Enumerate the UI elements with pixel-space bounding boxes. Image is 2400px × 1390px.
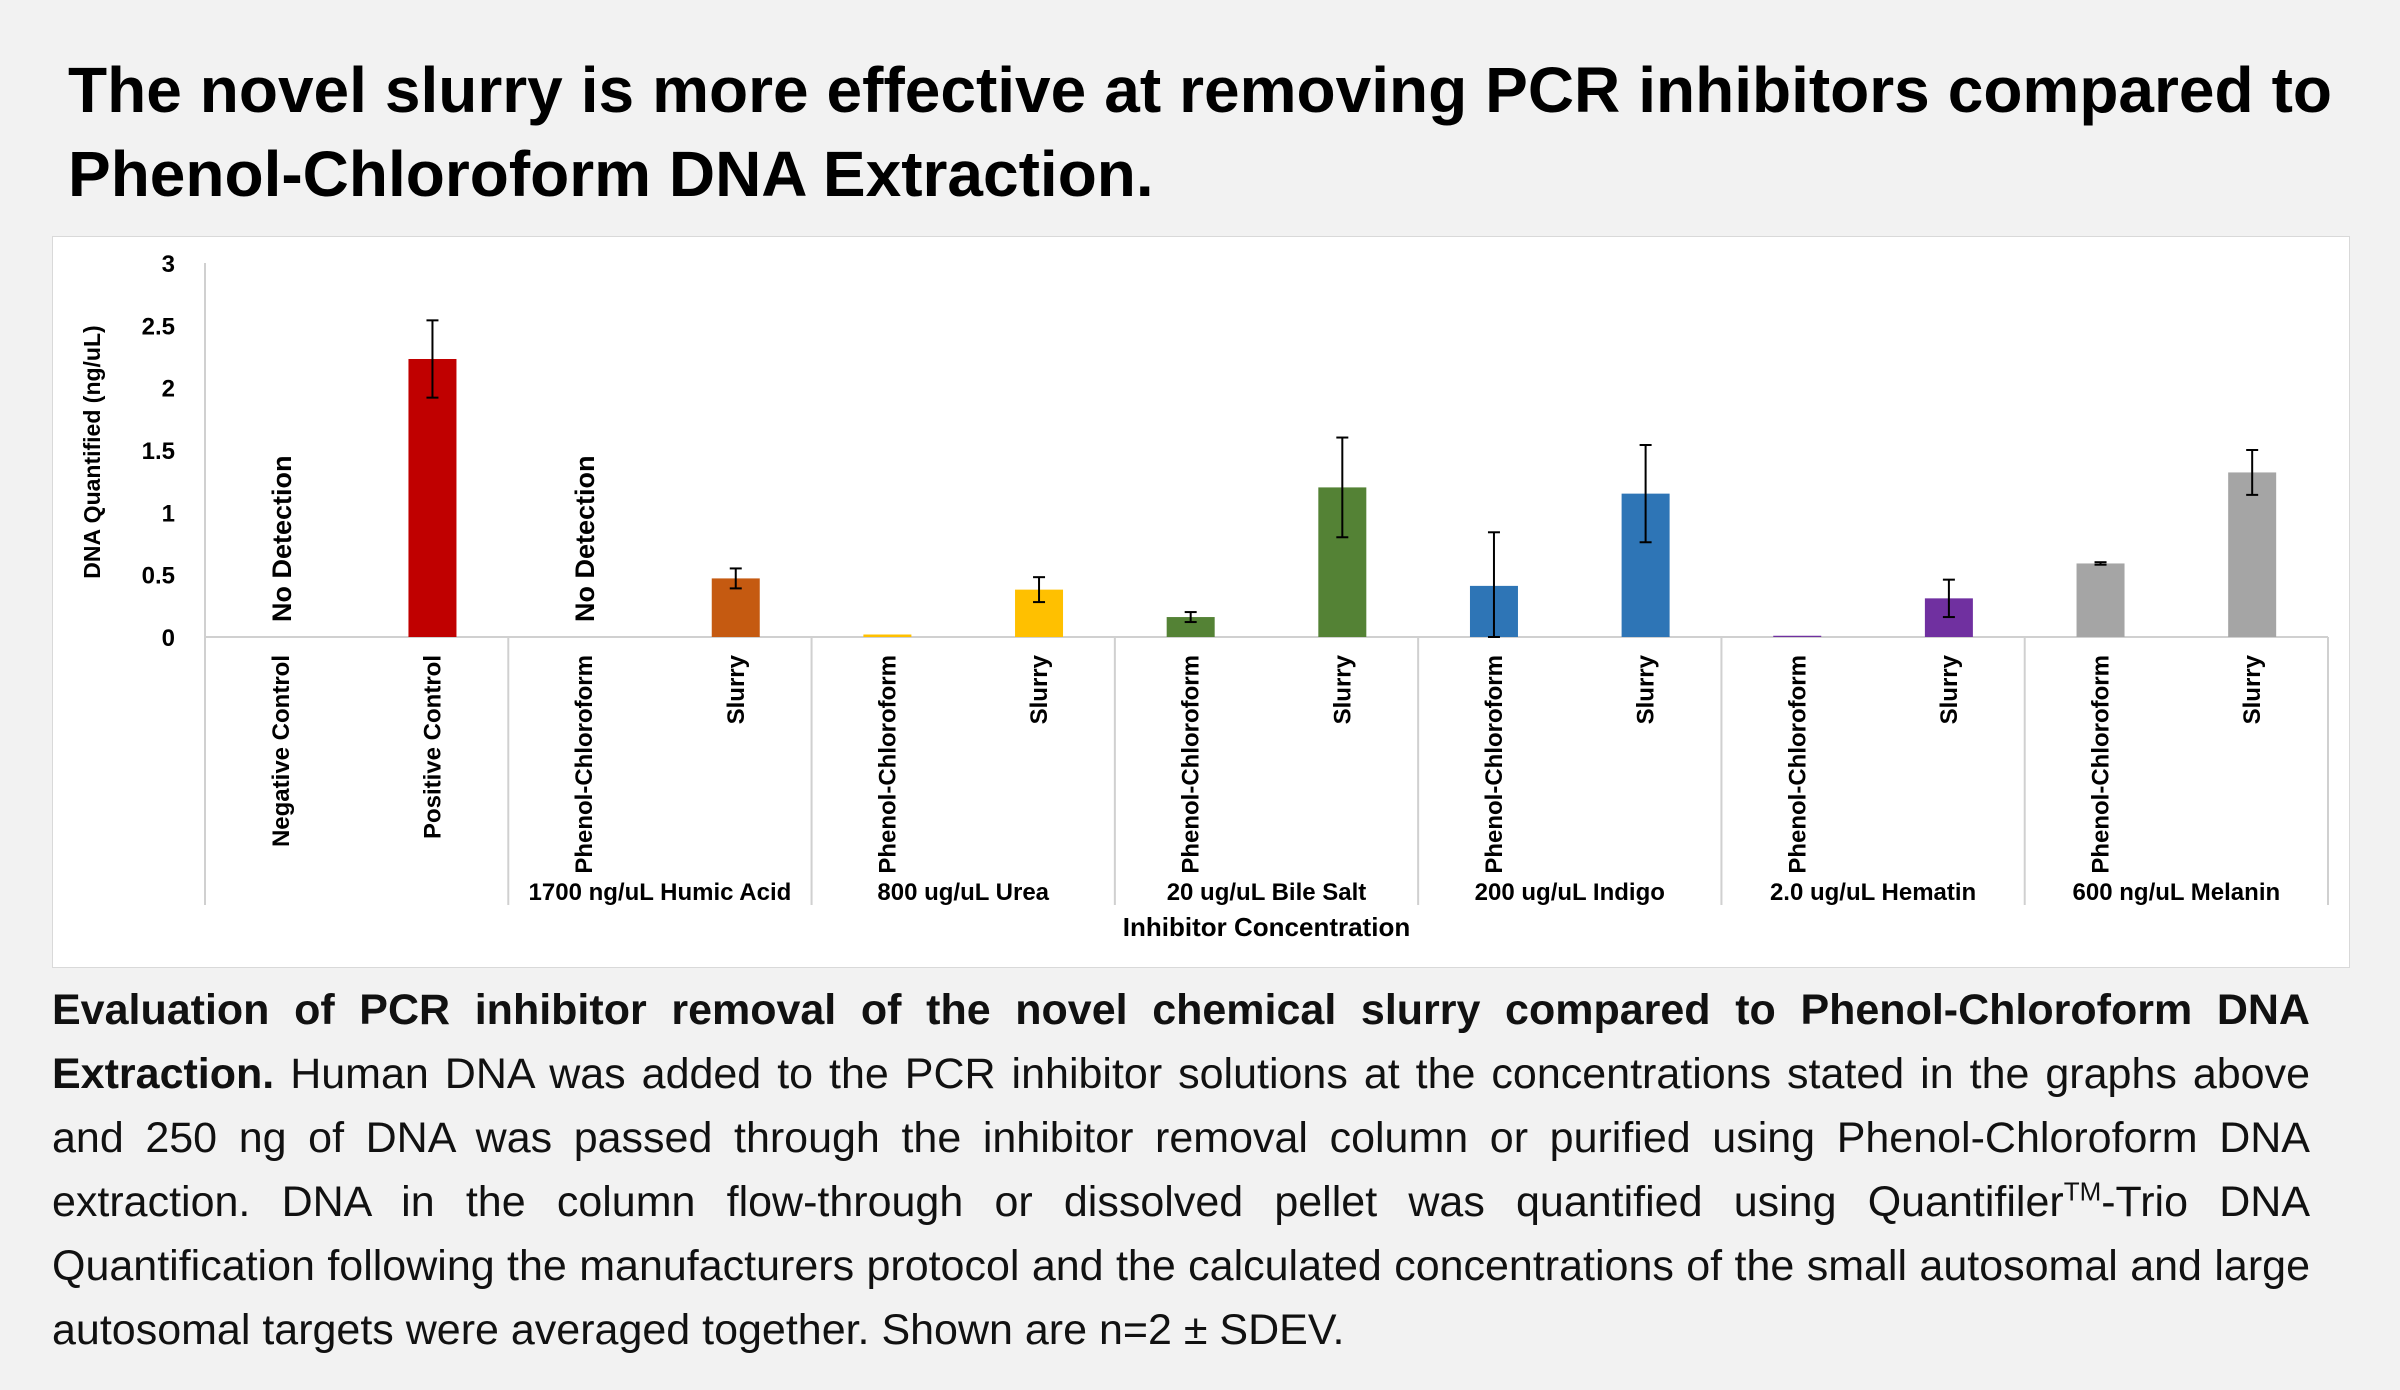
y-tick-label: 1.5 — [142, 438, 175, 465]
category-label: Phenol-Chloroform — [874, 655, 901, 874]
category-label: Phenol-Chloroform — [571, 655, 598, 874]
category-label: Negative Control — [268, 655, 295, 847]
category-label: Slurry — [723, 654, 750, 724]
category-label: Phenol-Chloroform — [1178, 655, 1205, 874]
group-label: 1700 ng/uL Humic Acid — [529, 879, 792, 906]
group-label: 800 ug/uL Urea — [877, 879, 1049, 906]
bar — [1166, 617, 1215, 637]
category-label: Slurry — [1936, 654, 1963, 724]
category-label: Slurry — [1633, 654, 1660, 724]
chart-svg: 0 0.5 1 1.5 2 2.5 3 DNA Quantified (ng/uL) 1700 … — [79, 251, 2329, 942]
bar-annotation: No Detection — [570, 455, 600, 622]
y-tick-label: 2.5 — [142, 313, 175, 340]
group-label: 200 ug/uL Indigo — [1475, 879, 1665, 906]
category-label: Slurry — [1026, 654, 1053, 724]
bar — [2076, 563, 2125, 637]
caption-text-1: Human DNA was added to the PCR inhibitor… — [52, 1050, 2310, 1226]
page-title: The novel slurry is more effective at re… — [68, 54, 2332, 210]
category-label: Slurry — [2239, 654, 2266, 724]
y-tick-label: 2 — [162, 376, 175, 403]
caption-trademark: TM — [2063, 1176, 2102, 1207]
y-axis-label: DNA Quantified (ng/uL) — [79, 325, 105, 578]
bar-annotation: No Detection — [267, 455, 297, 622]
y-tick-label: 3 — [162, 251, 175, 278]
category-label: Positive Control — [419, 655, 446, 839]
x-axis-label: Inhibitor Concentration — [1123, 912, 1410, 942]
caption-bold: Evaluation of PCR inhibitor removal of t… — [52, 986, 2310, 1098]
category-label: Phenol-Chloroform — [2088, 655, 2115, 874]
category-label: Slurry — [1329, 654, 1356, 724]
category-label: Phenol-Chloroform — [1481, 655, 1508, 874]
caption-text-2: -Trio DNA Quantification following the m… — [52, 1178, 2310, 1354]
group-label: 20 ug/uL Bile Salt — [1167, 879, 1367, 906]
figure-caption: Evaluation of PCR inhibitor removal of t… — [52, 978, 2310, 1362]
bar — [408, 358, 457, 637]
bar — [2228, 472, 2277, 637]
group-label: 2.0 ug/uL Hematin — [1770, 879, 1976, 906]
y-tick-label: 0.5 — [142, 563, 175, 590]
y-tick-label: 1 — [162, 500, 175, 527]
bar — [1773, 635, 1822, 637]
category-label: Phenol-Chloroform — [1784, 655, 1811, 874]
group-label: 600 ng/uL Melanin — [2073, 879, 2281, 906]
y-tick-label: 0 — [162, 625, 175, 652]
bar-chart: 0 0.5 1 1.5 2 2.5 3 DNA Quantified (ng/uL) 1700 … — [52, 236, 2350, 968]
bar — [863, 634, 912, 637]
